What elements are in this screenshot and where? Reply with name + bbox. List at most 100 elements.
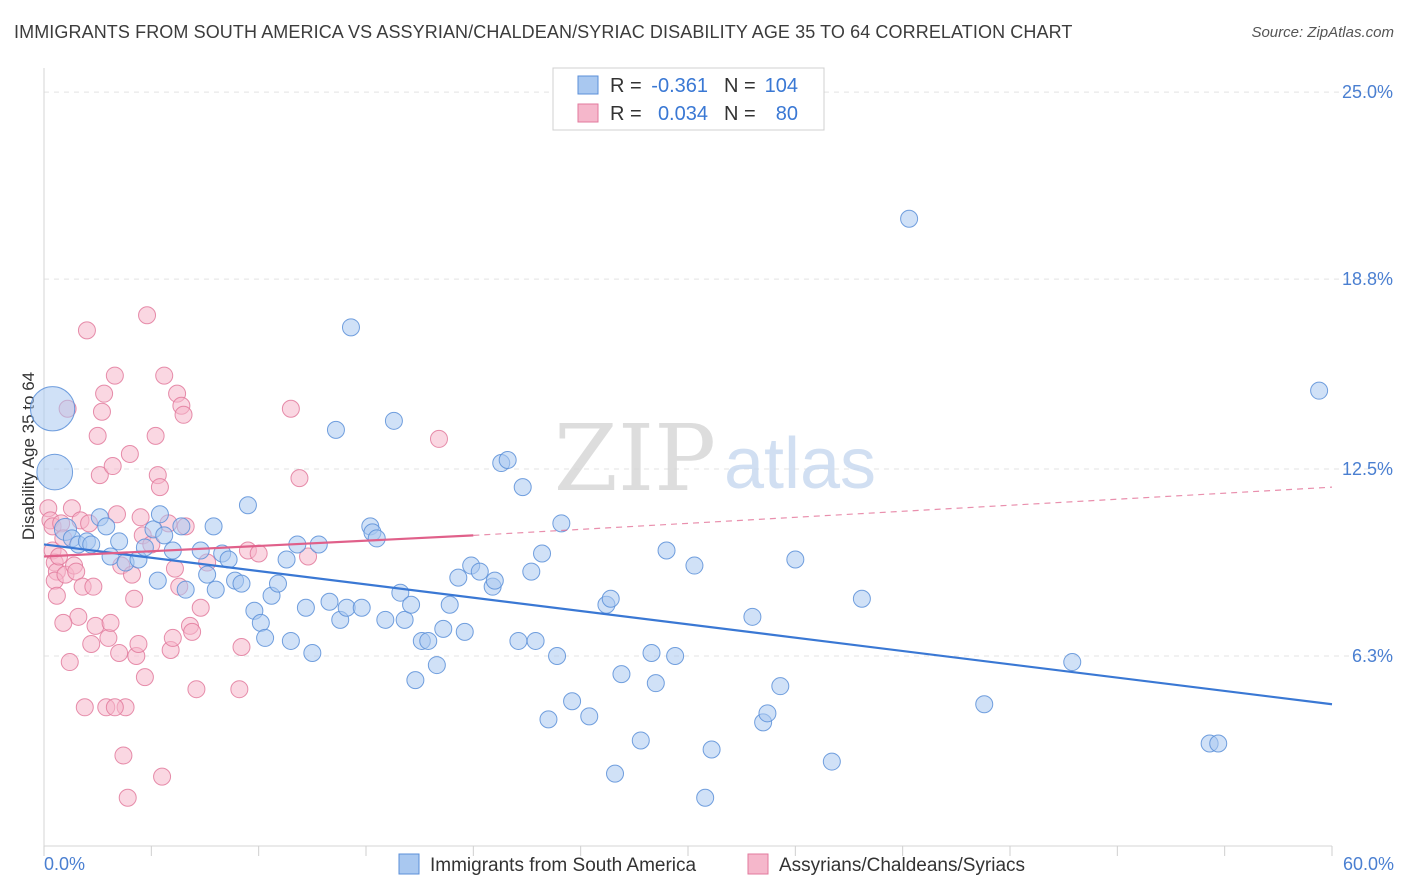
point-assyrians [129,634,148,653]
watermark-atlas: atlas [724,424,876,504]
legend-label-assyrians: Assyrians/Chaldeans/Syriacs [779,855,1025,876]
point-south-america [786,550,805,569]
point-south-america [320,592,339,611]
stats-n-label-blue: N = [724,75,756,97]
point-assyrians [107,505,126,524]
point-assyrians [60,653,79,672]
point-south-america [975,695,994,714]
point-south-america [352,598,371,617]
stats-swatch-blue [577,75,599,95]
point-assyrians [299,547,318,566]
point-south-america [539,710,558,729]
point-south-america [251,613,270,632]
point-south-america [219,550,238,569]
point-south-america [376,610,395,629]
point-assyrians [110,644,129,663]
point-assyrians [120,444,139,463]
point-assyrians [146,426,165,445]
point-south-america [702,740,721,759]
point-assyrians [232,637,251,656]
point-assyrians [90,466,109,485]
point-south-america [101,547,120,566]
point-assyrians [69,607,88,626]
point-assyrians [163,628,182,647]
point-assyrians [174,405,193,424]
point-south-america [337,598,356,617]
point-assyrians [191,598,210,617]
watermark-zip: ZIP [554,405,716,512]
point-south-america [204,517,223,536]
point-south-america [232,574,251,593]
point-south-america [612,665,631,684]
point-assyrians [125,589,144,608]
point-assyrians [135,668,154,687]
point-assyrians [75,698,94,717]
point-south-america [548,647,567,666]
point-assyrians [183,622,202,641]
legend-swatch-assyrians [747,853,769,875]
point-south-america [666,647,685,666]
point-south-america [281,631,300,650]
point-south-america [277,550,296,569]
stats-n-label-pink: N = [724,103,756,125]
point-assyrians [429,429,448,448]
point-south-america [155,526,174,545]
point-south-america [198,565,217,584]
point-south-america [384,411,403,430]
point-assyrians [118,788,137,807]
point-assyrians [155,366,174,385]
point-south-america [1310,381,1329,400]
point-south-america [206,580,225,599]
point-south-america [533,544,552,563]
point-south-america [657,541,676,560]
point-south-america [485,571,504,590]
point-south-america [135,538,154,557]
point-south-america [822,752,841,771]
point-south-america [509,631,528,650]
point-south-america [148,571,167,590]
point-south-america [326,420,345,439]
point-assyrians [105,366,124,385]
point-south-america [606,764,625,783]
point-south-america [1209,734,1228,753]
point-south-america [110,532,129,551]
point-south-america [498,451,517,470]
point-south-america [580,707,599,726]
point-south-america [513,478,532,497]
point-south-america [29,386,76,432]
point-assyrians [99,628,118,647]
point-south-america [455,622,474,641]
point-south-america [268,574,287,593]
point-south-america [1063,653,1082,672]
point-south-america [309,535,328,554]
y-tick-labels: 6.3% 12.5% 18.8% 25.0% [1342,82,1393,666]
point-south-america [601,589,620,608]
trend-line-south-america [43,543,1333,706]
point-south-america [449,568,468,587]
point-south-america [402,595,421,614]
x-tick-label-max: 60.0% [1343,854,1394,874]
point-assyrians [54,613,73,632]
point-south-america [552,514,571,533]
x-tick-label-min: 0.0% [44,854,85,874]
point-assyrians [95,384,114,403]
point-assyrians [82,634,101,653]
stats-n-value-blue: 104 [765,75,798,97]
point-south-america [440,595,459,614]
y-tick-label: 18.8% [1342,269,1393,289]
point-south-america [367,529,386,548]
point-south-america [900,209,919,228]
stats-r-value-pink: 0.034 [658,103,708,125]
point-south-america [758,704,777,723]
stats-r-value-blue: -0.361 [651,75,708,97]
legend-label-south-america: Immigrants from South America [430,855,697,876]
point-south-america [631,731,650,750]
point-south-america [427,656,446,675]
point-south-america [522,562,541,581]
point-south-america [296,598,315,617]
trend-line-assyrians-extension [473,486,1333,537]
point-assyrians [281,399,300,418]
legend-swatch-south-america [398,853,420,875]
point-south-america [526,631,545,650]
